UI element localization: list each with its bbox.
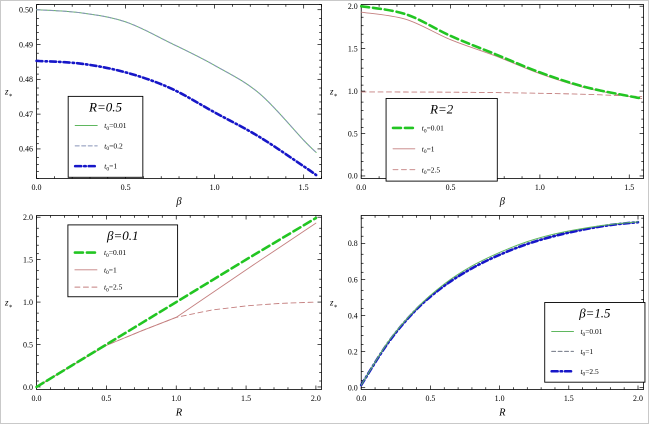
tick-marks (360, 215, 644, 390)
legend-title: R=0.5 (88, 99, 122, 114)
curve-bottom-left-t0_25 (36, 301, 317, 388)
plot-cell-top-right: 0.0 0.5 1.0 1.5 0.0 0.5 1.0 1.5 2.0 β z∗ R=2 t0=0.01… (326, 1, 648, 212)
x-tick-label: 0.0 (356, 394, 366, 403)
legend-bottom-left: β=0.1 t0=0.01 t0=1 t0=2.5 (67, 224, 179, 298)
y-tick-label: 0.0 (23, 383, 33, 392)
y-tick-label: 0.0 (348, 383, 358, 392)
y-tick-label: 0.47 (19, 110, 33, 119)
legend-title: β=0.1 (106, 228, 139, 243)
legend-entry-label: t0=0.2 (104, 141, 123, 152)
legend-box (67, 95, 144, 178)
legend-entry-label: t0=1 (104, 265, 117, 276)
x-tick-label: 2.0 (311, 394, 321, 403)
plot-cell-top-left: 0.0 0.5 1.0 1.5 0.46 0.47 0.48 0.49 0.50 β z∗ R=0.5… (1, 1, 326, 212)
x-axis-label: β (499, 196, 506, 207)
legend-title: R=2 (429, 101, 454, 116)
y-tick-label: 0.48 (19, 75, 33, 84)
y-tick-label: 0.0 (348, 172, 358, 181)
legend-top-left: R=0.5 t0=0.01 t0=0.2 t0=1 (67, 95, 144, 178)
y-tick-label: 1.5 (23, 255, 33, 264)
y-tick-label: 0.5 (23, 340, 33, 349)
legend-entry-label: t0=2.5 (580, 367, 599, 378)
y-tick-label: 0.5 (348, 129, 358, 138)
x-tick-label: 0.5 (446, 183, 456, 192)
legend-box (67, 224, 179, 298)
legend-box (385, 98, 498, 182)
x-tick-label: 1.5 (564, 394, 574, 403)
x-tick-label: 0.5 (101, 394, 111, 403)
curve-top-left-t0_02 (36, 9, 317, 153)
y-axis-label: z∗ (329, 86, 338, 99)
y-tick-label: 0.46 (19, 145, 33, 154)
plot-frame (36, 215, 322, 390)
y-axis-label: z∗ (4, 298, 13, 310)
y-tick-label: 2.0 (23, 213, 33, 222)
y-tick-label: 0.2 (348, 347, 358, 356)
x-tick-label: 1.0 (171, 394, 181, 403)
x-tick-label: 2.0 (633, 394, 643, 403)
y-tick-label: 2.0 (348, 2, 358, 11)
x-tick-label: 0.0 (356, 183, 366, 192)
legend-title: β=1.5 (578, 305, 611, 320)
legend-entry-label: t0=0.01 (580, 327, 602, 338)
legend-top-right: R=2 t0=0.01 t0=1 t0=2.5 (385, 98, 498, 182)
legend-entry-label: t0=1 (422, 144, 435, 155)
x-tick-label: 1.5 (624, 183, 634, 192)
y-tick-label: 0.49 (19, 40, 33, 49)
x-axis-label: R (175, 408, 183, 419)
legend-entry-label: t0=0.01 (104, 121, 126, 132)
curve-bottom-left-t0_001 (35, 216, 318, 389)
x-tick-label: 0.5 (121, 183, 131, 192)
x-tick-label: 0.5 (425, 394, 435, 403)
y-tick-label: 1.0 (348, 87, 358, 96)
tick-marks (36, 4, 322, 179)
curve-bottom-right-t0_001 (360, 221, 639, 386)
chart-bottom-right: 0.0 0.5 1.0 1.5 2.0 0.0 0.2 0.4 0.6 0.8 Rz∗ β=1.5 t0… (329, 215, 646, 419)
x-tick-label: 1.0 (535, 183, 545, 192)
legend-entry-label: t0=1 (104, 162, 117, 173)
x-tick-label: 1.5 (241, 394, 251, 403)
y-tick-label: 0.6 (348, 275, 358, 284)
y-tick-label: 1.0 (23, 298, 33, 307)
legend-entry-label: t0=2.5 (422, 165, 441, 176)
legend-entry-label: t0=1 (580, 347, 593, 358)
y-tick-label: 0.8 (348, 239, 358, 248)
y-tick-label: 0.4 (348, 311, 358, 320)
y-tick-label: 1.5 (348, 44, 358, 53)
x-tick-label: 1.0 (210, 183, 220, 192)
x-tick-label: 1.5 (299, 183, 309, 192)
legend-box (544, 302, 646, 383)
curve-top-left-t0_1 (35, 59, 318, 177)
x-tick-label: 0.0 (32, 183, 42, 192)
x-tick-label: 0.0 (32, 394, 42, 403)
chart-bottom-left: 0.0 0.5 1.0 1.5 2.0 0.0 0.5 1.0 1.5 2.0 Rz∗ β=0.1 t0… (4, 213, 322, 419)
legend-bottom-right: β=1.5 t0=0.01 t0=1 t0=2.5 (544, 302, 646, 383)
legend-entry-label: t0=0.01 (104, 248, 126, 259)
chart-top-right: 0.0 0.5 1.0 1.5 0.0 0.5 1.0 1.5 2.0 β z∗ R=2 t0=0.01… (329, 2, 644, 208)
curve-top-right-t0_25 (360, 91, 643, 98)
legend-entry-label: t0=2.5 (104, 283, 123, 294)
legend-entry-label: t0=0.01 (422, 123, 444, 134)
x-axis-label: β (175, 197, 182, 208)
curve-bottom-right-t0_25 (359, 220, 640, 387)
curve-top-right-t0_001 (359, 4, 644, 100)
chart-top-left: 0.0 0.5 1.0 1.5 0.46 0.47 0.48 0.49 0.50 β z∗ R=0.5… (4, 4, 322, 208)
y-axis-label: z∗ (4, 87, 13, 99)
y-tick-label: 0.50 (19, 6, 33, 15)
x-axis-label: R (498, 407, 506, 418)
y-axis-label: z∗ (329, 297, 338, 310)
x-tick-label: 1.0 (495, 394, 505, 403)
